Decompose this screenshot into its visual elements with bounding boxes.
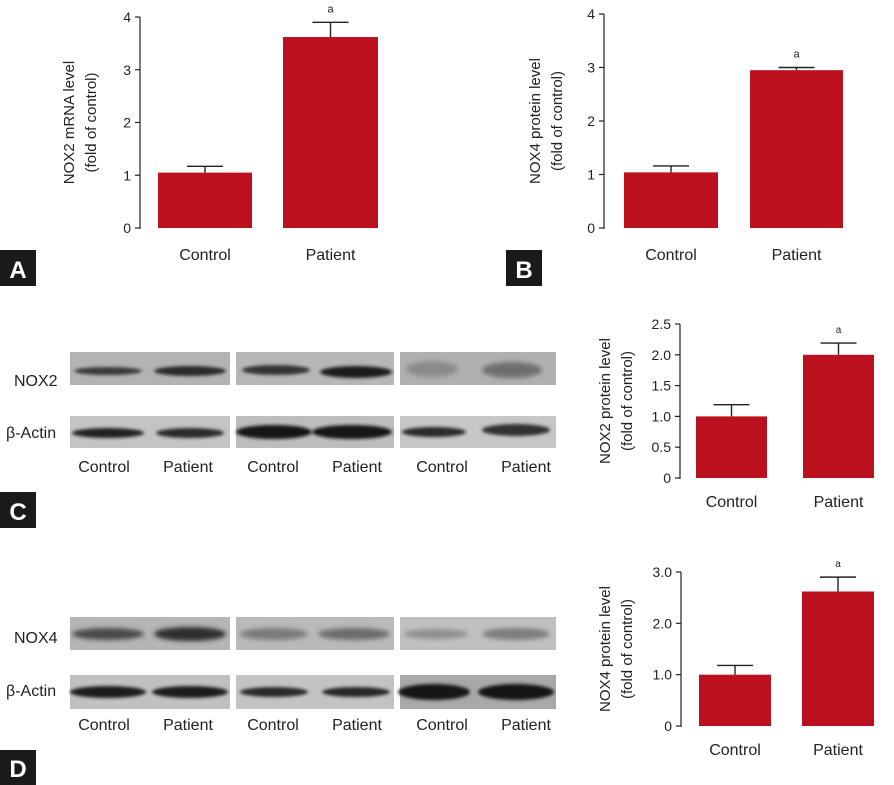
panel-label-a: A — [9, 257, 26, 284]
y-tick-label-c: 0.5 — [652, 439, 672, 455]
y-tick-label-c: 2.0 — [652, 347, 672, 363]
blot-c-lane-6: Patient — [501, 459, 551, 476]
bar-b-patient — [750, 70, 843, 228]
blot-c-lane-2: Patient — [163, 459, 213, 476]
category-label-a: Patient — [306, 247, 356, 264]
significance-label-d: a — [835, 559, 841, 570]
blot-d-lane-6: Patient — [501, 717, 551, 734]
blot-c-nox2-strip — [70, 352, 556, 385]
blot-d-actin-strip — [70, 675, 556, 709]
y-tick-label-b: 1 — [587, 167, 595, 183]
bar-c-control — [696, 416, 767, 478]
category-label-a: Control — [179, 247, 231, 264]
panel-badge-a: A — [0, 250, 36, 286]
blot-d-nox4-label: NOX4 — [14, 630, 58, 647]
category-label-c: Patient — [814, 494, 864, 511]
blot-c-actin-strip — [70, 416, 556, 448]
category-label-c: Control — [706, 494, 758, 511]
y-tick-label-b: 0 — [587, 220, 595, 236]
y-axis-label-b: NOX4 protein level — [527, 58, 544, 184]
y-tick-label-c: 1.5 — [652, 378, 672, 394]
y-tick-label-c: 2.5 — [652, 316, 672, 332]
blot-c-lane-4: Patient — [332, 459, 382, 476]
blot-c-lane-1: Control — [78, 459, 130, 476]
panel-label-c: C — [9, 499, 26, 526]
y-axis-label-c: NOX2 protein level — [597, 338, 614, 464]
bar-d-control — [699, 674, 771, 726]
bar-chart-c: 0 0.5 1.0 1.5 2.0 2.5 Control a Patient NOX2 prot… — [597, 316, 874, 511]
western-blot-c: NOX2 β-Actin Control Patient — [6, 352, 556, 476]
significance-label-a: a — [327, 3, 334, 15]
y-axis-sublabel-b: (fold of control) — [549, 71, 566, 171]
bar-chart-a: 0 1 2 3 4 Control a Patient NOX2 mRNA level (fold… — [61, 3, 378, 264]
bar-d-patient — [802, 591, 874, 726]
western-blot-d: NOX4 β-Actin Control Patient — [6, 617, 556, 734]
y-tick-label-d: 1.0 — [653, 667, 673, 683]
blot-d-actin-label: β-Actin — [6, 683, 56, 700]
significance-label-b: a — [793, 49, 800, 61]
blot-d-lane-2: Patient — [163, 717, 213, 734]
category-label-b: Patient — [772, 247, 822, 264]
y-tick-label-b: 3 — [587, 60, 595, 76]
y-axis-sublabel-d: (fold of control) — [619, 599, 636, 699]
blot-d-lane-3: Control — [247, 717, 299, 734]
blot-c-actin-label: β-Actin — [6, 425, 56, 442]
y-tick-label-a: 0 — [123, 220, 131, 236]
bar-a-patient — [283, 37, 378, 228]
y-tick-label-c: 1.0 — [652, 408, 672, 424]
blot-d-lane-4: Patient — [332, 717, 382, 734]
y-tick-label-a: 4 — [123, 9, 131, 25]
category-label-b: Control — [645, 247, 697, 264]
blot-c-lane-3: Control — [247, 459, 299, 476]
y-axis-sublabel-c: (fold of control) — [619, 351, 636, 451]
y-tick-label-a: 3 — [123, 62, 131, 78]
panel-badge-b: B — [506, 250, 542, 286]
category-label-d: Patient — [813, 742, 863, 759]
y-axis-label-a: NOX2 mRNA level — [61, 61, 78, 184]
bar-a-control — [158, 172, 252, 228]
bar-chart-d: 0 1.0 2.0 3.0 Control a Patient NOX4 protein le… — [597, 559, 874, 759]
significance-label-c: a — [836, 325, 842, 336]
category-label-d: Control — [709, 742, 761, 759]
blot-d-lane-5: Control — [416, 717, 468, 734]
blot-c-lane-5: Control — [416, 459, 468, 476]
blot-c-nox2-label: NOX2 — [14, 373, 58, 390]
bar-b-control — [624, 172, 718, 228]
y-tick-label-a: 2 — [123, 115, 131, 131]
blot-d-nox4-strip — [70, 617, 556, 650]
bar-c-patient — [803, 354, 874, 478]
blot-d-lane-labels: Control Patient Control Patient Control … — [78, 717, 551, 734]
y-tick-label-d: 2.0 — [653, 615, 673, 631]
panel-label-b: B — [515, 257, 532, 284]
y-tick-label-d: 3.0 — [653, 564, 673, 580]
y-tick-label-d: 0 — [664, 718, 672, 734]
y-axis-sublabel-a: (fold of control) — [83, 72, 100, 172]
y-tick-label-c: 0 — [663, 470, 671, 486]
y-tick-label-b: 2 — [587, 113, 595, 129]
y-tick-label-a: 1 — [123, 167, 131, 183]
blot-d-lane-1: Control — [78, 717, 130, 734]
panel-badge-d: D — [0, 750, 36, 785]
y-axis-label-d: NOX4 protein level — [597, 586, 614, 712]
panel-label-d: D — [9, 756, 26, 783]
panel-badge-c: C — [0, 492, 36, 528]
y-tick-label-b: 4 — [587, 6, 595, 22]
bar-chart-b: 0 1 2 3 4 Control a Patient NOX4 protein level (f… — [527, 6, 843, 264]
blot-c-lane-labels: Control Patient Control Patient Control … — [78, 459, 551, 476]
